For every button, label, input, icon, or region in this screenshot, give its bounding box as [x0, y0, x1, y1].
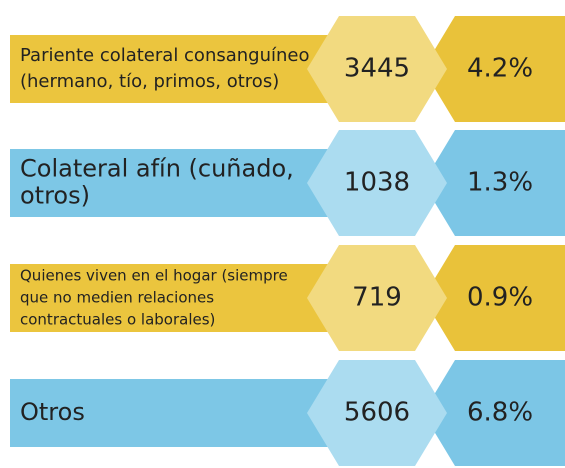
- count-hexagon: [307, 245, 447, 351]
- count-value: 5606: [344, 398, 410, 428]
- row-label: que no medien relaciones: [20, 289, 214, 307]
- row-label: Colateral afín (cuñado,: [20, 155, 294, 183]
- count-hexagon: [307, 130, 447, 236]
- row-label: Otros: [20, 398, 85, 426]
- count-value: 1038: [344, 168, 410, 198]
- count-hexagon: [307, 360, 447, 466]
- row-label: otros): [20, 182, 90, 210]
- percent-value: 0.9%: [467, 283, 533, 313]
- percent-value: 6.8%: [467, 398, 533, 428]
- count-value: 3445: [344, 54, 410, 84]
- label-bar: [10, 35, 330, 103]
- label-bar: [10, 379, 330, 447]
- percent-value: 1.3%: [467, 168, 533, 198]
- percent-hexagon: [423, 130, 565, 236]
- count-hexagon: [307, 16, 447, 122]
- percent-hexagon: [423, 245, 565, 351]
- row-label: (hermano, tío, primos, otros): [20, 71, 279, 92]
- percent-hexagon: [423, 16, 565, 122]
- row-label: contractuales o laborales): [20, 311, 215, 329]
- percent-value: 4.2%: [467, 54, 533, 84]
- label-bar: [10, 149, 330, 217]
- label-bar: [10, 264, 330, 332]
- percent-hexagon: [423, 360, 565, 466]
- row-label: Pariente colateral consanguíneo: [20, 45, 310, 66]
- count-value: 719: [352, 283, 402, 313]
- row-label: Quienes viven en el hogar (siempre: [20, 267, 288, 285]
